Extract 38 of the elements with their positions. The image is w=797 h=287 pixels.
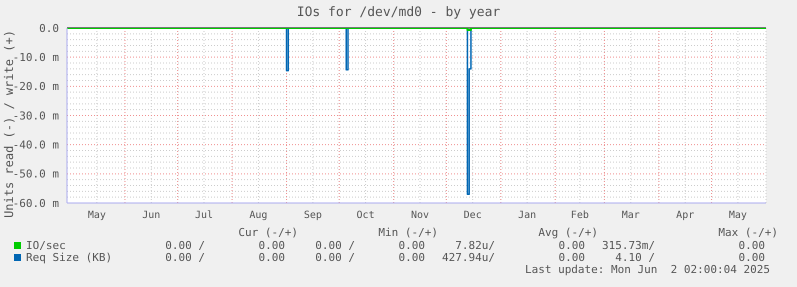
text: 0.00 / (165, 251, 205, 264)
text: Min (-/+) (378, 226, 438, 239)
text: 0.00 (558, 239, 585, 252)
text: Avg (-/+) (538, 226, 598, 239)
x-tick-label: Nov (410, 210, 430, 222)
chart-title: IOs for /dev/md0 - by year (296, 5, 502, 20)
text: 0.00 (258, 239, 285, 252)
legend-label: Req Size (KB) (26, 251, 112, 264)
text: 0.00 (558, 251, 585, 264)
legend-label: IO/sec (26, 239, 66, 252)
x-tick-label: Jan (518, 210, 536, 222)
text: 0.00 / (315, 239, 355, 252)
x-tick-label: Jun (142, 210, 160, 222)
x-tick-label: Sep (304, 210, 322, 222)
text: 0.00 (738, 239, 765, 252)
x-tick-label: Apr (676, 210, 694, 222)
text: 0.00 / (165, 239, 205, 252)
x-tick-label: Feb (570, 210, 589, 222)
text: 0.00 (258, 251, 285, 264)
text: 7.82u/ (455, 239, 495, 252)
text: 427.94u/ (442, 251, 495, 264)
x-tick-label: Oct (356, 210, 375, 222)
text: Last update: Mon Jun 2 02:00:04 2025 (524, 263, 770, 276)
text: Cur (-/+) (238, 226, 298, 239)
text: 315.73m/ (602, 239, 655, 252)
x-tick-label: Jul (194, 210, 214, 222)
text: Max (-/+) (718, 226, 778, 239)
x-tick-label: May (728, 210, 747, 222)
x-tick-label: May (88, 210, 106, 222)
x-tick-label: Dec (464, 210, 482, 222)
text: 4.10 / (615, 251, 655, 264)
text: 0.00 / (315, 251, 355, 264)
text: 0.00 (398, 239, 425, 252)
text: 0.00 (398, 251, 425, 264)
y-tick-label: 0.0 (39, 22, 59, 35)
text: 0.00 (738, 251, 765, 264)
x-tick-label: Aug (249, 210, 268, 222)
x-tick-label: Mar (622, 210, 640, 222)
